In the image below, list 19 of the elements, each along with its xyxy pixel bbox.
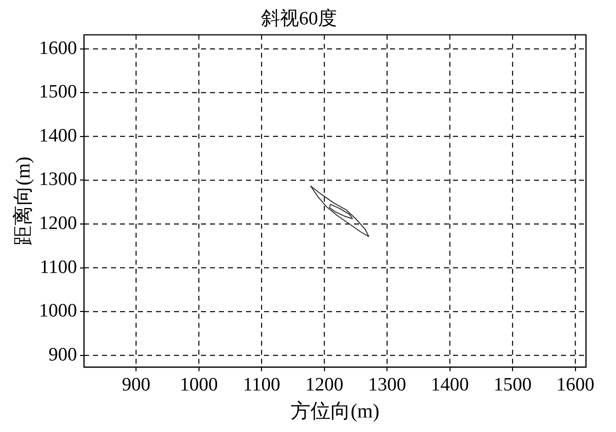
y-tick-label: 1600 xyxy=(39,38,77,59)
y-axis-title: 距离向(m) xyxy=(12,156,34,246)
y-tick-label: 1200 xyxy=(39,212,77,234)
x-axis-title: 方位向(m) xyxy=(290,399,380,422)
y-tick-label: 1000 xyxy=(39,300,77,322)
y-tick-label: 1100 xyxy=(40,256,77,278)
x-tick-label: 1300 xyxy=(368,374,406,396)
y-tick-label: 1500 xyxy=(39,82,77,103)
x-tick-label: 1400 xyxy=(430,374,469,396)
y-tick-label: 900 xyxy=(48,344,77,366)
x-tick-label: 1200 xyxy=(305,374,344,396)
chart-title: 斜视60度 xyxy=(261,7,337,30)
x-tick-label: 1000 xyxy=(180,374,218,396)
x-tick-label: 1100 xyxy=(242,374,280,396)
x-tick-label: 1600 xyxy=(556,374,594,396)
y-tick-label: 1400 xyxy=(39,125,77,146)
x-tick-label: 900 xyxy=(122,374,150,396)
y-tick-label: 1300 xyxy=(39,169,77,190)
x-tick-label: 1500 xyxy=(494,374,532,396)
